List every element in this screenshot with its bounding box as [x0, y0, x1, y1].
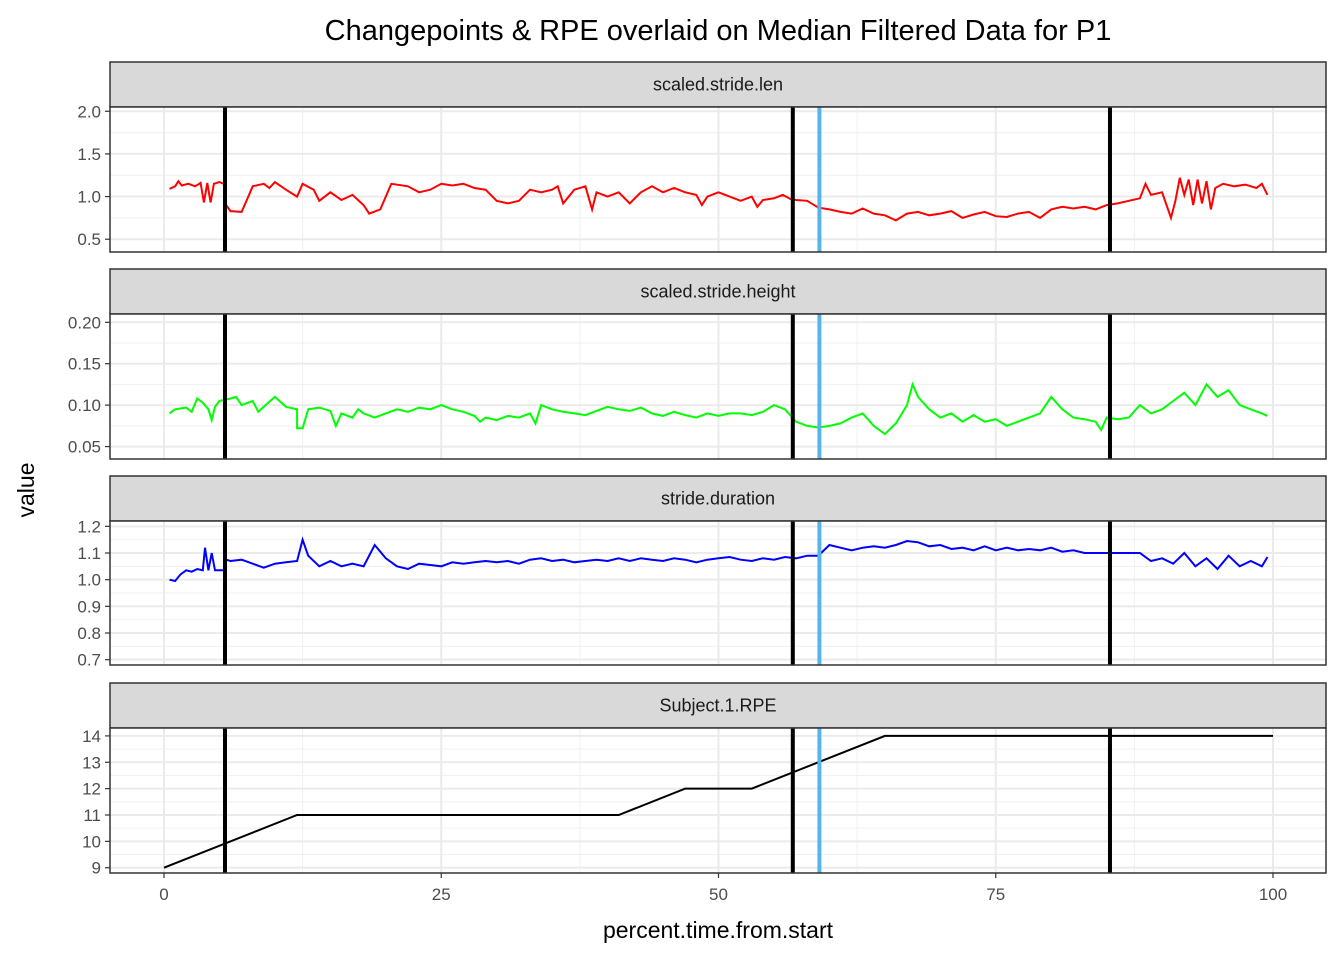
y-tick-label: 0.10 [68, 396, 101, 415]
y-tick-label: 0.9 [77, 597, 101, 616]
series-line-scaled.stride.len [169, 177, 1269, 222]
strip-background [109, 475, 1327, 522]
strip-label: scaled.stride.height [640, 282, 795, 302]
y-tick-label: 13 [82, 753, 101, 772]
panel-border [109, 313, 1327, 460]
panels-group: scaled.stride.len0.51.01.52.0scaled.stri… [68, 61, 1327, 878]
strip-label: Subject.1.RPE [659, 696, 776, 716]
strip-background [109, 682, 1327, 729]
y-tick-label: 1.0 [77, 571, 101, 590]
strip-label: scaled.stride.len [653, 75, 783, 95]
y-tick-label: 2.0 [77, 102, 101, 121]
y-tick-label: 1.0 [77, 188, 101, 207]
y-axis-title: value [13, 463, 39, 518]
y-tick-label: 0.5 [77, 230, 101, 249]
x-tick-label: 75 [986, 885, 1005, 904]
y-tick-label: 0.7 [77, 651, 101, 670]
y-tick-label: 1.2 [77, 517, 101, 536]
panel-border [109, 520, 1327, 666]
x-tick-label: 100 [1259, 885, 1287, 904]
panel-border [109, 106, 1327, 253]
y-tick-label: 9 [92, 859, 101, 878]
y-tick-label: 0.8 [77, 624, 101, 643]
series-line-scaled.stride.height [168, 381, 1268, 436]
strip-label: stride.duration [661, 489, 775, 509]
x-tick-label: 0 [159, 885, 168, 904]
y-tick-label: 0.15 [68, 355, 101, 374]
y-tick-label: 12 [82, 780, 101, 799]
y-tick-label: 10 [82, 832, 101, 851]
series-line-stride.duration [169, 536, 1269, 583]
y-tick-label: 14 [82, 727, 101, 746]
x-tick-label: 25 [432, 885, 451, 904]
y-tick-label: 0.20 [68, 313, 101, 332]
series-line-Subject.1.RPE [163, 734, 1273, 869]
y-tick-label: 1.1 [77, 544, 101, 563]
strip-background [109, 61, 1327, 108]
panel-Subject.1.RPE: Subject.1.RPE 9 10 11 12 13 14 [82, 682, 1327, 878]
x-axis: 0 25 50 75 100 [159, 873, 1287, 904]
panel-stride.duration: stride.duration 0.7 0.8 0.9 1.0 1.1 1.2 [77, 475, 1327, 670]
y-tick-label: 11 [83, 806, 101, 825]
x-tick-label: 50 [709, 885, 728, 904]
y-tick-label: 1.5 [77, 145, 101, 164]
chart-title: Changepoints & RPE overlaid on Median Fi… [325, 15, 1112, 47]
panel-scaled.stride.height: scaled.stride.height 0.05 0.10 0.15 0.20 [68, 268, 1327, 460]
x-axis-title: percent.time.from.start [603, 917, 834, 943]
panel-scaled.stride.len: scaled.stride.len 0.5 1.0 1.5 2.0 [77, 61, 1327, 253]
y-tick-label: 0.05 [68, 438, 101, 457]
